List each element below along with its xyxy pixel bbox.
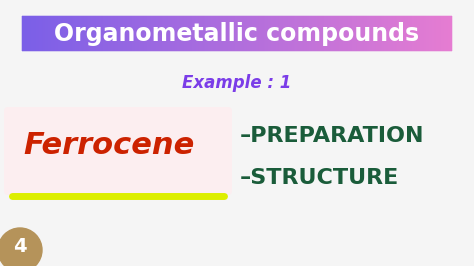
- Circle shape: [0, 228, 42, 266]
- Text: Ferrocene: Ferrocene: [23, 131, 194, 160]
- Text: 4: 4: [13, 236, 27, 256]
- Text: Organometallic compounds: Organometallic compounds: [55, 22, 419, 45]
- FancyBboxPatch shape: [4, 107, 232, 195]
- Text: –STRUCTURE: –STRUCTURE: [240, 168, 399, 188]
- Text: Example : 1: Example : 1: [182, 74, 292, 92]
- Text: –PREPARATION: –PREPARATION: [240, 126, 425, 146]
